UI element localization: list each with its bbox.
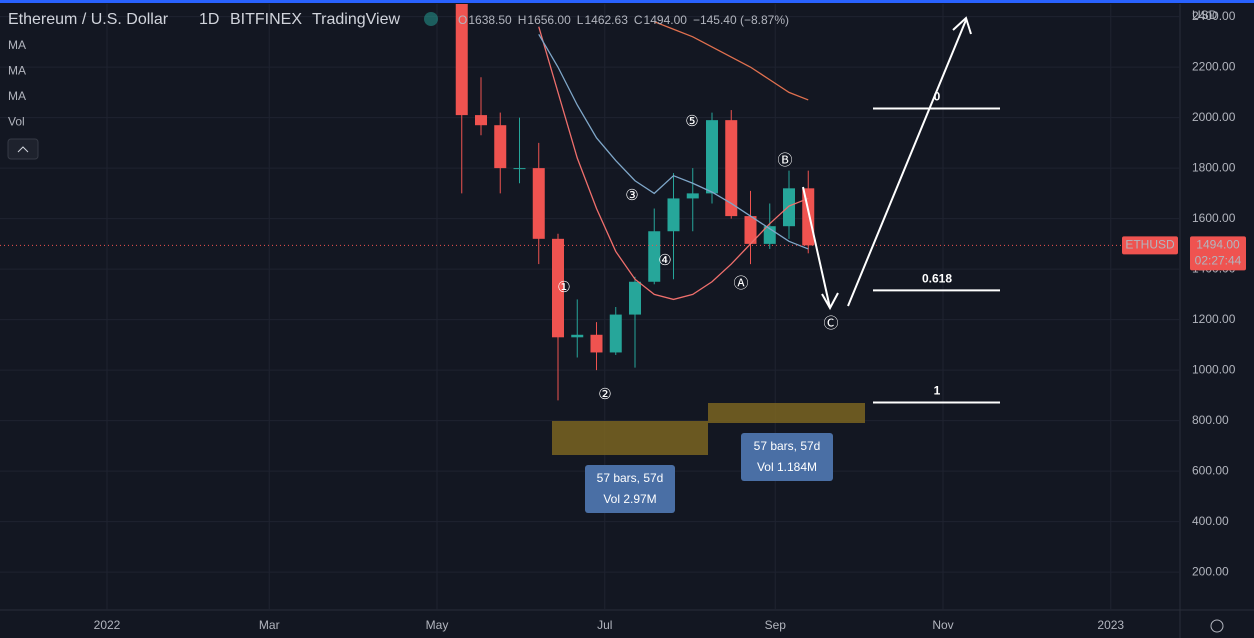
x-tick-label: Jul xyxy=(597,618,612,632)
candle-body xyxy=(629,281,641,315)
candle-body xyxy=(706,120,718,194)
status-dot xyxy=(424,12,438,26)
price-tag-label: 1494.00 xyxy=(1196,238,1240,252)
ohlc-key: H xyxy=(518,13,527,27)
ohlc-key: L xyxy=(577,13,584,27)
ohlc-value: 1656.00 xyxy=(527,13,571,27)
y-tick-label: 1800.00 xyxy=(1192,160,1236,174)
moving-average xyxy=(538,33,809,250)
range-volume: Vol 1.184M xyxy=(757,460,817,474)
y-tick-label: 2200.00 xyxy=(1192,59,1236,73)
candle-body xyxy=(590,334,603,353)
x-tick-label: 2022 xyxy=(94,618,121,632)
candle-body xyxy=(686,193,699,199)
wave-label: ③ xyxy=(625,187,638,204)
candle-body xyxy=(609,314,622,353)
y-tick-label: 200.00 xyxy=(1192,564,1229,578)
fib-label: 0 xyxy=(934,90,941,104)
y-tick-label: 1000.00 xyxy=(1192,362,1236,376)
fib-label: 0.618 xyxy=(922,272,952,286)
symbol: Ethereum / U.S. Dollar xyxy=(8,11,169,28)
range-bars: 57 bars, 57d xyxy=(597,471,664,485)
y-tick-label: 2400.00 xyxy=(1192,9,1236,23)
interval: 1D xyxy=(199,11,219,28)
wave-label: ⑤ xyxy=(685,113,698,130)
wave-label: Ⓒ xyxy=(823,315,838,332)
range-box xyxy=(708,403,865,423)
y-tick-label: 2000.00 xyxy=(1192,110,1236,124)
candle-body xyxy=(455,4,468,116)
y-tick-label: 400.00 xyxy=(1192,514,1229,528)
candle-body xyxy=(532,168,545,239)
symbol-tag xyxy=(1122,236,1178,255)
collapse-icon xyxy=(17,146,29,153)
fib-label: 1 xyxy=(934,384,941,398)
top-border xyxy=(0,0,1254,3)
change: −145.40 (−8.87%) xyxy=(693,13,789,27)
y-tick-label: 1600.00 xyxy=(1192,211,1236,225)
price-tag xyxy=(1190,236,1246,271)
ohlc-value: 1494.00 xyxy=(644,13,688,27)
exchange: BITFINEX xyxy=(230,11,302,28)
wave-label: Ⓐ xyxy=(733,275,748,292)
y-tick-label: 600.00 xyxy=(1192,463,1229,477)
symbol-tag-label: ETHUSD xyxy=(1125,238,1175,252)
range-box xyxy=(552,421,708,455)
x-tick-label: Mar xyxy=(259,618,280,632)
wave-label: Ⓑ xyxy=(777,152,792,169)
candle-body xyxy=(744,216,757,244)
indicator-label: Vol xyxy=(8,115,25,129)
range-tooltip xyxy=(741,433,833,481)
candle-body xyxy=(513,168,526,170)
ohlc-value: 1638.50 xyxy=(468,13,512,27)
indicator-label: MA xyxy=(8,64,26,78)
ohlc-key: C xyxy=(634,13,643,27)
wave-label: ④ xyxy=(658,252,671,269)
x-tick-label: May xyxy=(426,618,449,632)
range-tooltip xyxy=(585,465,675,513)
x-tick-label: Nov xyxy=(932,618,953,632)
candle-body xyxy=(783,188,795,227)
y-tick-label: 1200.00 xyxy=(1192,312,1236,326)
range-volume: Vol 2.97M xyxy=(603,492,656,506)
indicator-label: MA xyxy=(8,89,26,103)
candle-body xyxy=(725,120,738,217)
moving-average xyxy=(654,21,809,101)
wave-label: ② xyxy=(598,386,611,403)
moving-average xyxy=(538,26,809,301)
y-tick-label: 800.00 xyxy=(1192,413,1229,427)
indicator-label: MA xyxy=(8,38,26,52)
candle-body xyxy=(802,188,815,246)
candle-body xyxy=(475,115,487,126)
x-tick-label: Sep xyxy=(765,618,787,632)
currency[interactable]: USD xyxy=(1192,8,1218,22)
candle-body xyxy=(667,198,680,232)
projection-arrows xyxy=(802,16,972,311)
collapse-button[interactable] xyxy=(7,138,39,160)
candle-body xyxy=(648,231,661,282)
range-bars: 57 bars, 57d xyxy=(754,439,821,453)
settings-button[interactable] xyxy=(1210,619,1224,633)
ohlc-value: 1462.63 xyxy=(584,13,628,27)
candle-body xyxy=(571,334,584,338)
wave-label: ① xyxy=(557,279,570,296)
source: TradingView xyxy=(312,11,400,28)
countdown: 02:27:44 xyxy=(1195,254,1242,268)
candle-body xyxy=(552,238,564,338)
ohlc-key: O xyxy=(458,13,467,27)
candle-body xyxy=(494,125,507,169)
x-tick-label: 2023 xyxy=(1097,618,1124,632)
